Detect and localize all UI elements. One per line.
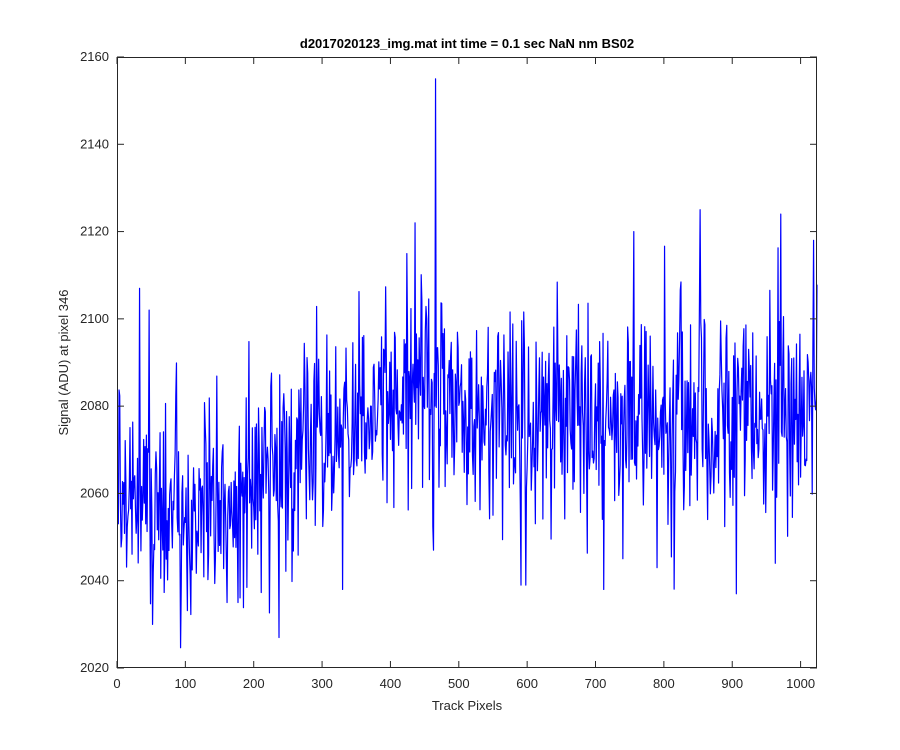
y-tick-label: 2120 — [80, 224, 109, 239]
y-tick-label: 2160 — [80, 49, 109, 64]
x-tick-label: 0 — [113, 676, 120, 691]
chart-title: d2017020123_img.mat int time = 0.1 sec N… — [300, 36, 634, 51]
plot-area — [117, 57, 817, 668]
x-tick-label: 900 — [721, 676, 743, 691]
x-tick-label: 1000 — [786, 676, 815, 691]
x-tick-label: 300 — [311, 676, 333, 691]
x-tick-label: 500 — [448, 676, 470, 691]
signal-series-line — [117, 78, 818, 649]
axes-box — [117, 57, 817, 668]
y-tick-label: 2060 — [80, 485, 109, 500]
x-tick-label: 400 — [380, 676, 402, 691]
y-tick-label: 2020 — [80, 660, 109, 675]
x-tick-label: 700 — [585, 676, 607, 691]
x-tick-label: 200 — [243, 676, 265, 691]
x-tick-label: 600 — [516, 676, 538, 691]
x-axis: 0 100 200 300 400 500 600 700 800 900 1000 — [113, 57, 815, 691]
data-layer — [117, 78, 818, 649]
y-axis-title: Signal (ADU) at pixel 346 — [56, 290, 71, 436]
y-tick-label: 2100 — [80, 311, 109, 326]
y-tick-label: 2140 — [80, 136, 109, 151]
x-tick-label: 100 — [175, 676, 197, 691]
y-tick-label: 2040 — [80, 573, 109, 588]
y-axis: 2020 2040 2060 2080 2100 2120 2140 2160 — [80, 49, 817, 675]
y-tick-label: 2080 — [80, 398, 109, 413]
x-axis-title: Track Pixels — [432, 698, 503, 713]
x-tick-label: 800 — [653, 676, 675, 691]
